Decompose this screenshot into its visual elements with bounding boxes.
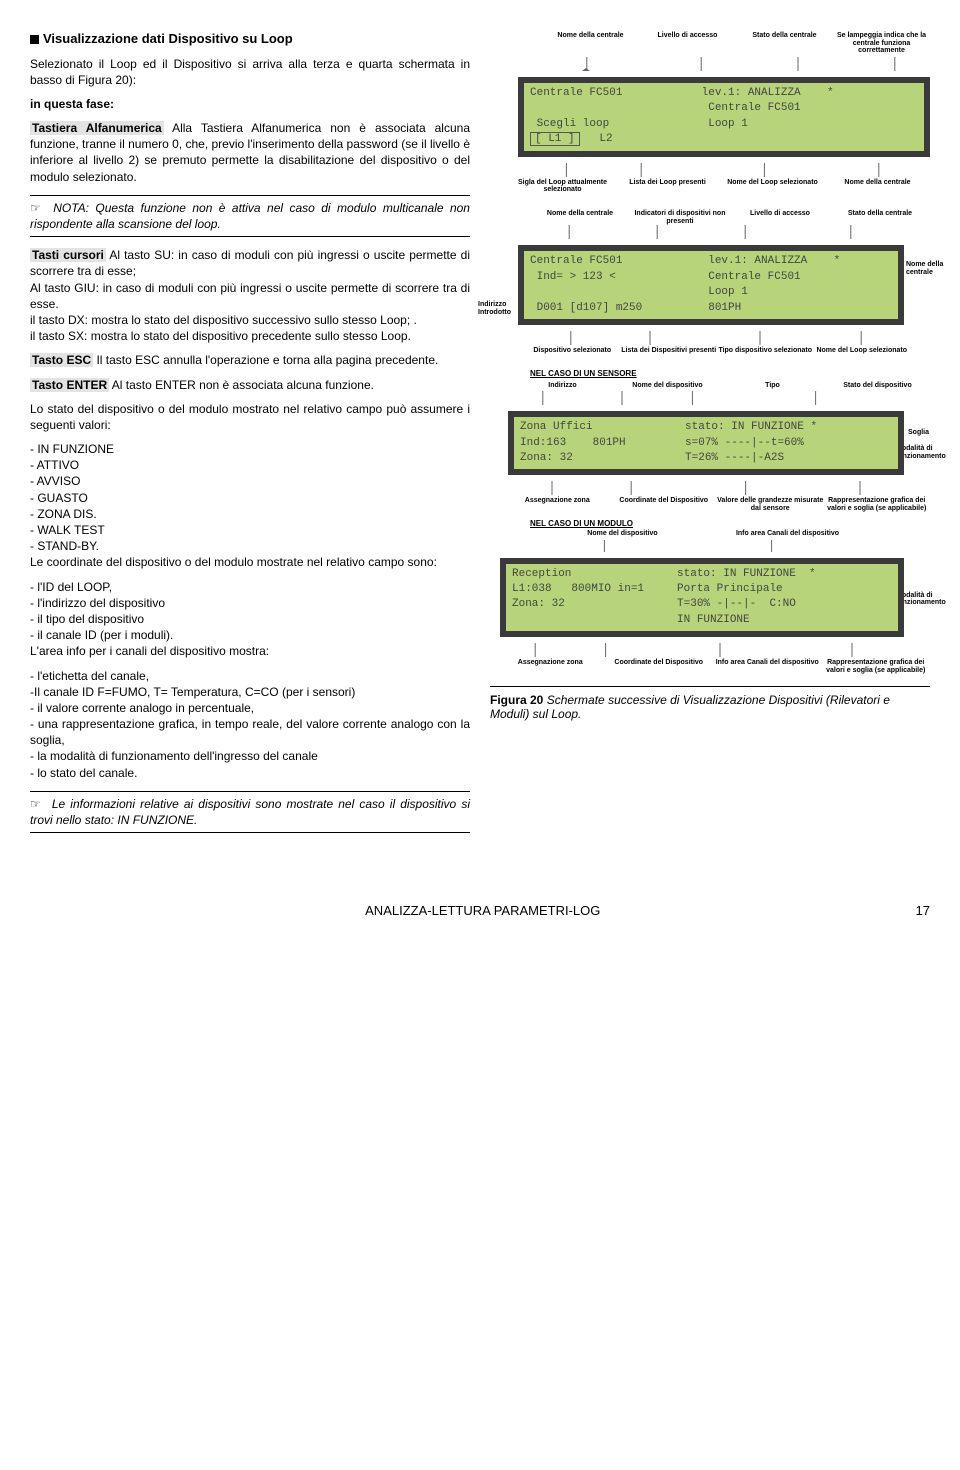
sensor-callouts: Indirizzo Nome del dispositivo Tipo Stat…: [510, 382, 930, 390]
arrows-down-3: [490, 391, 930, 405]
para-stato-1: Lo stato del dispositivo o del modulo mo…: [30, 401, 470, 433]
list-item: - WALK TEST: [30, 522, 470, 538]
page-footer: ANALIZZA-LETTURA PARAMETRI-LOG 17: [30, 903, 930, 918]
list-item: - l'indirizzo del dispositivo: [30, 595, 470, 611]
list-item: - la modalità di funzionamento dell'ingr…: [30, 748, 470, 764]
under-callouts-1: Sigla del Loop attualmente selezionato L…: [510, 179, 930, 194]
intro-2: in questa fase:: [30, 96, 470, 112]
para-cursori: Tasti cursori Al tasto SU: in caso di mo…: [30, 247, 470, 344]
under-callouts-4: Assegnazione zona Coordinate del Disposi…: [496, 659, 930, 674]
section-heading: Visualizzazione dati Dispositivo su Loop: [30, 30, 470, 48]
list-item: - lo stato del canale.: [30, 765, 470, 781]
arrows-up-2: [518, 331, 958, 345]
list-item: - ATTIVO: [30, 457, 470, 473]
list-item: - STAND-BY.: [30, 538, 470, 554]
side-label-modalita-2: Modalità di funzionamento: [896, 592, 952, 607]
list-item: - IN FUNZIONE: [30, 441, 470, 457]
hand-icon: ☞: [30, 797, 41, 811]
para-esc: Tasto ESC Il tasto ESC annulla l'operazi…: [30, 352, 470, 368]
page-number: 17: [916, 903, 930, 918]
footer-title: ANALIZZA-LETTURA PARAMETRI-LOG: [50, 903, 916, 918]
para-tastiera: Tastiera Alfanumerica Alla Tastiera Alfa…: [30, 120, 470, 185]
top-callouts: Nome della centrale Livello di accesso S…: [542, 32, 930, 55]
lcd-screen-3: Zona Uffici stato: IN FUNZIONE * Ind:163…: [508, 411, 904, 475]
lcd-screen-1: Centrale FC501 lev.1: ANALIZZA * Central…: [518, 77, 930, 157]
under-callouts-3: Assegnazione zona Coordinate del Disposi…: [504, 497, 930, 512]
list-item: - l'ID del LOOP,: [30, 579, 470, 595]
lcd-screen-2: Centrale FC501 lev.1: ANALIZZA * Ind= > …: [518, 245, 904, 325]
under-callouts-2: Dispositivo selezionato Lista dei Dispos…: [524, 347, 910, 355]
arrows-up-1: [518, 163, 958, 177]
left-column: Visualizzazione dati Dispositivo su Loop…: [30, 30, 470, 843]
state-list: - IN FUNZIONE- ATTIVO- AVVISO- GUASTO- Z…: [30, 441, 470, 554]
coord-list: - l'ID del LOOP,- l'indirizzo del dispos…: [30, 579, 470, 644]
side-label-modalita: Modalità di funzionamento: [896, 445, 952, 460]
arrows-down-2: [490, 225, 930, 239]
list-item: - una rappresentazione grafica, in tempo…: [30, 716, 470, 748]
figure-divider: [490, 686, 930, 687]
side-label-soglia: Soglia: [908, 429, 948, 437]
intro-1: Selezionato il Loop ed il Dispositivo si…: [30, 56, 470, 88]
list-item: - il tipo del dispositivo: [30, 611, 470, 627]
side-label-indirizzo: Indirizzo Introdotto: [478, 301, 516, 316]
mid-callouts: Nome della centrale Indicatori di dispos…: [530, 210, 930, 225]
hand-icon: ☞: [30, 201, 41, 215]
list-item: -Il canale ID F=FUMO, T= Temperatura, C=…: [30, 684, 470, 700]
arrows-up-4: [500, 643, 940, 657]
section-sensore: NEL CASO DI UN SENSORE: [530, 369, 930, 378]
right-column: Nome della centrale Livello di accesso S…: [490, 30, 930, 843]
note-2: ☞ Le informazioni relative ai dispositiv…: [30, 791, 470, 833]
section-modulo: NEL CASO DI UN MODULO: [530, 519, 930, 528]
note-1: ☞ NOTA: Questa funzione non è attiva nel…: [30, 195, 470, 237]
module-callouts: Nome del dispositivo Info area Canali de…: [540, 530, 870, 538]
side-label-nome: Nome della centrale: [906, 261, 950, 276]
lcd-screen-4: Reception stato: IN FUNZIONE * L1:038 80…: [500, 558, 904, 638]
list-item: - AVVISO: [30, 473, 470, 489]
list-item: - ZONA DIS.: [30, 506, 470, 522]
para-enter: Tasto ENTER Al tasto ENTER non è associa…: [30, 377, 470, 393]
para-stato-2: Le coordinate del dispositivo o del modu…: [30, 554, 470, 570]
list-item: - GUASTO: [30, 490, 470, 506]
figure-caption: Figura 20 Schermate successive di Visual…: [490, 693, 930, 721]
info-list: - l'etichetta del canale,-Il canale ID F…: [30, 668, 470, 781]
arrows-down-4: [490, 540, 930, 552]
arrows-up-3: [508, 481, 948, 495]
list-item: - il valore corrente analogo in percentu…: [30, 700, 470, 716]
list-item: - il canale ID (per i moduli).: [30, 627, 470, 643]
para-stato-3: L'area info per i canali del dispositivo…: [30, 643, 470, 659]
arrows-down: [490, 57, 930, 71]
list-item: - l'etichetta del canale,: [30, 668, 470, 684]
